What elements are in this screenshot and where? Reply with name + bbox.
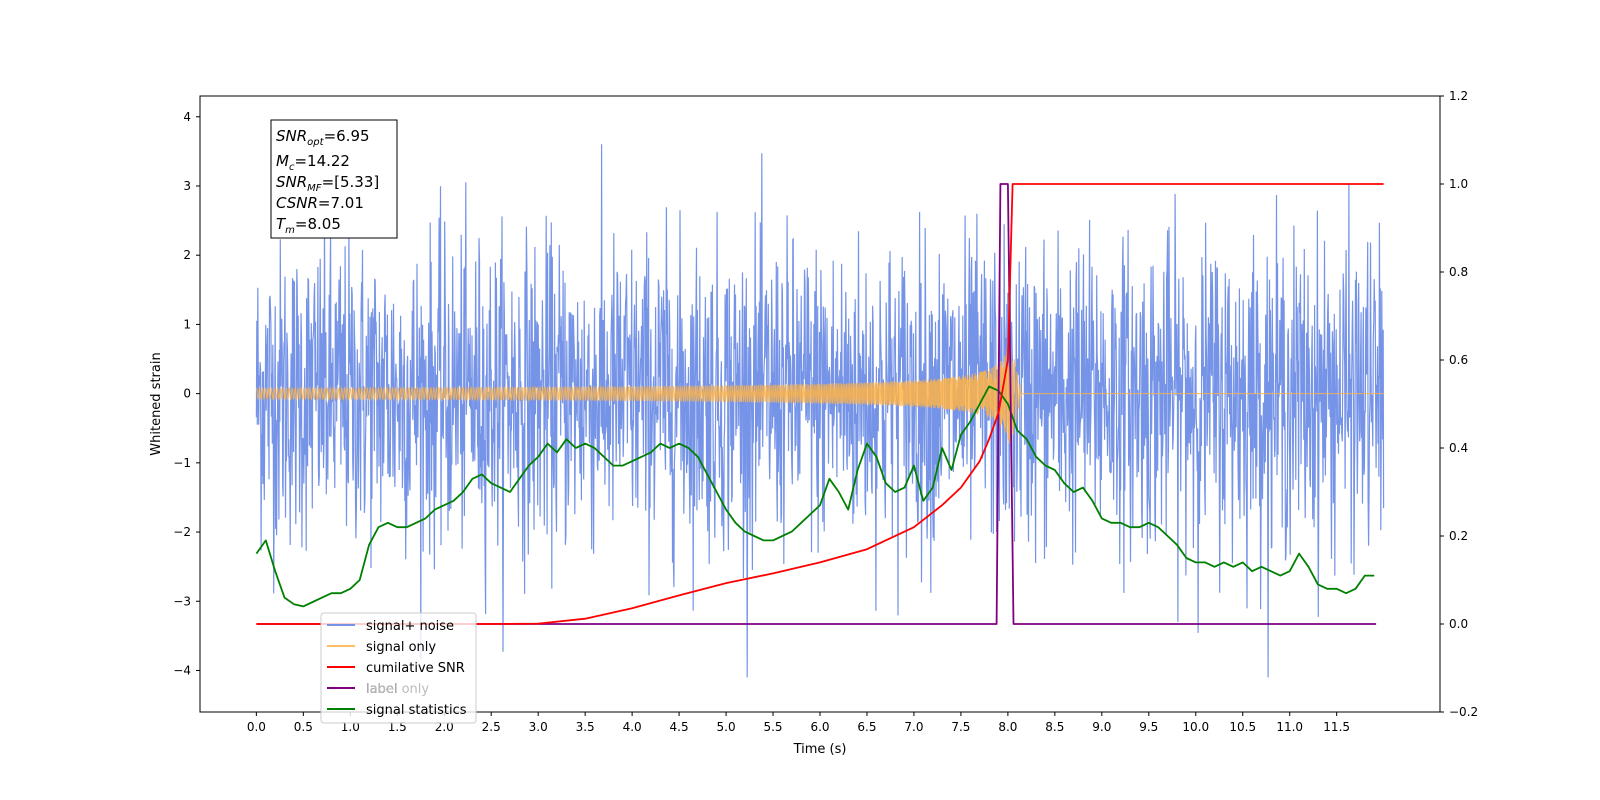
series-signal-only-line <box>256 344 1384 458</box>
legend: signal+ noise signal only cumilative SNR la… <box>320 612 477 724</box>
y-tick-label: −2 <box>173 525 191 539</box>
y2-tick-label: 0.0 <box>1449 617 1468 631</box>
y2-tick-label: 1.0 <box>1449 177 1468 191</box>
y2-tick-label: 0.8 <box>1449 265 1468 279</box>
annotation-snr-mf: SNRMF=[5.33] <box>276 173 379 194</box>
series-signal-noise-line <box>255 144 1385 678</box>
y2-tick-label: −0.2 <box>1449 705 1478 719</box>
x-tick-label: 5.0 <box>717 720 736 734</box>
x-tick-label: 5.5 <box>763 720 782 734</box>
y2-tick-label: 0.6 <box>1449 353 1468 367</box>
y-tick-label: −1 <box>173 456 191 470</box>
x-tick-label: 3.5 <box>576 720 595 734</box>
x-tick-label: 0.0 <box>247 720 266 734</box>
y2-tick-label: 1.2 <box>1449 89 1468 103</box>
x-tick-label: 7.0 <box>904 720 923 734</box>
y-axis-left: −4 −3 −2 −1 0 1 2 3 4 <box>173 110 200 677</box>
y-axis-right: −0.2 0.0 0.2 0.4 0.6 0.8 1.0 1.2 <box>1440 89 1478 719</box>
y-tick-label: 4 <box>183 110 191 124</box>
y-tick-label: −3 <box>173 594 191 608</box>
annotation-csnr: CSNR=7.01 <box>276 194 364 212</box>
annotation-mc: Mc=14.22 <box>276 152 350 173</box>
x-tick-label: 2.5 <box>482 720 501 734</box>
x-tick-label: 7.5 <box>951 720 970 734</box>
series-cumulative-snr-line <box>256 183 1384 625</box>
legend-label: label <box>366 682 397 697</box>
x-tick-label: 9.5 <box>1139 720 1158 734</box>
annotation-snr-opt: SNRopt=6.95 <box>276 127 370 148</box>
legend-label: cumilative SNR <box>366 661 465 676</box>
series-signal-statistics-line <box>255 385 1375 608</box>
x-tick-label: 10.5 <box>1229 720 1256 734</box>
annotation-tm: Tm=8.05 <box>276 215 341 236</box>
legend-label: signal statistics <box>366 703 467 718</box>
y-tick-label: 3 <box>183 179 191 193</box>
y-axis-label: Whitened strain <box>149 352 164 455</box>
x-tick-label: 6.0 <box>810 720 829 734</box>
legend-label: signal only <box>366 640 436 655</box>
y2-tick-label: 0.4 <box>1449 441 1468 455</box>
x-tick-label: 4.0 <box>623 720 642 734</box>
x-tick-label: 0.5 <box>294 720 313 734</box>
legend-label-label-only: label only <box>366 682 429 697</box>
y-tick-label: 1 <box>183 317 191 331</box>
legend-label: signal+ noise <box>366 619 454 634</box>
x-tick-label: 8.5 <box>1045 720 1064 734</box>
x-tick-label: 10.0 <box>1182 720 1209 734</box>
y-tick-label: 2 <box>183 248 191 262</box>
stats-annotation-box: SNRopt=6.95 Mc=14.22 SNRMF=[5.33] CSNR=7… <box>270 119 398 239</box>
x-tick-label: 11.5 <box>1323 720 1350 734</box>
annotation-frame <box>270 119 398 239</box>
legend-frame <box>320 612 477 724</box>
x-axis-label: Time (s) <box>793 742 847 757</box>
plot-area <box>255 144 1385 678</box>
y-tick-label: 0 <box>183 387 191 401</box>
x-tick-label: 6.5 <box>857 720 876 734</box>
y2-tick-label: 0.2 <box>1449 529 1468 543</box>
x-tick-label: 4.5 <box>670 720 689 734</box>
x-tick-label: 9.0 <box>1092 720 1111 734</box>
x-tick-label: 8.0 <box>998 720 1017 734</box>
x-tick-label: 3.0 <box>529 720 548 734</box>
series-label-line <box>256 183 1377 625</box>
y-tick-label: −4 <box>173 663 191 677</box>
x-tick-label: 11.0 <box>1276 720 1303 734</box>
